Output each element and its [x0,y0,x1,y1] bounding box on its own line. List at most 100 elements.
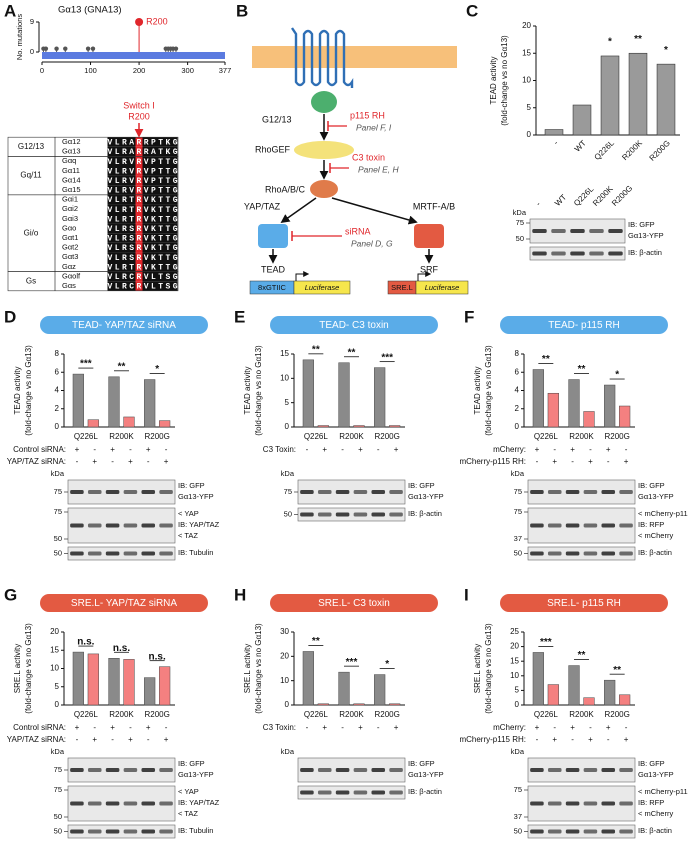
condition-sign: + [570,723,575,732]
condition-sign: - [607,735,610,744]
blot-band [570,229,585,233]
condition-sign: + [128,457,133,466]
blot-band [389,490,403,494]
blot-band [123,490,138,494]
residue-cell [107,194,115,205]
blot-band [371,790,386,795]
group-label: G12/13 [18,142,45,151]
residue-cell [114,233,122,243]
y-tick-label: 5 [55,682,60,691]
y-tick-label: 0 [55,700,60,709]
bar [583,411,595,428]
y-tick-label: 0 [285,700,290,709]
residue-cell [107,242,115,253]
blot-band [105,551,120,556]
mrtf-label: MRTF-A/B [413,201,455,211]
condition-sign: + [164,457,169,466]
blot-band [105,768,120,772]
residue-cell [163,204,171,214]
bar [87,653,99,706]
blot-label: < mCherry [638,531,673,540]
residue-cell [128,137,136,147]
blot-band [608,229,623,233]
residue-cell [142,252,150,262]
blot-band [565,523,580,528]
inhibitor-label: C3 toxin [352,152,385,162]
residue-cell [156,223,164,234]
x-tick-label: - [552,138,560,146]
blot-band [335,768,350,772]
residue-cell [142,146,150,157]
y-tick-label: 10 [50,664,59,673]
residue-cell [135,166,143,176]
residue-cell [163,194,171,205]
blot-band [70,768,84,772]
blot-label: IB: β-actin [638,548,672,557]
condition-sign: - [341,723,344,732]
residue-cell [128,204,136,214]
residue-cell [170,194,178,205]
blot-band [619,551,633,556]
condition-sign: - [625,445,628,454]
residue-cell [114,242,122,253]
condition-sign: - [165,445,168,454]
condition-sign: - [625,723,628,732]
blot-strip [297,785,406,800]
y-tick-label: 15 [510,656,519,665]
bar [159,420,171,428]
residue-cell [156,214,164,224]
significance: n.s. [77,637,94,648]
bar [72,373,84,428]
blot-band [300,490,314,494]
significance: ** [613,665,621,676]
blot-band [565,551,580,556]
bar [628,52,648,136]
residue-cell [135,281,143,291]
protein-domain [42,52,225,59]
blot-band [300,790,314,795]
residue-cell [163,271,171,282]
residue-cell [121,252,129,262]
bar [572,104,592,136]
protein-name: Gαi2 [62,204,78,213]
y-tick-label: 0 [30,47,34,56]
residue-cell [170,146,178,157]
residue-cell [121,204,129,214]
x-tick-label: Q226L [304,432,329,441]
residue-cell [128,281,136,291]
blot-strip [67,479,176,505]
residue-cell [156,137,164,147]
condition-sign: + [110,445,115,454]
blot-strip [527,785,636,822]
significance: ** [348,347,356,358]
x-tick-label: R200G [604,432,629,441]
bar [656,63,676,136]
panel-letter: A [4,1,16,20]
x-tick-label: R200K [569,710,594,719]
protein-name: Gα15 [62,185,81,194]
condition-label: Control siRNA: [13,445,66,454]
panel-title: SRE.L- C3 toxin [318,598,390,609]
blot-label: Gα13-YFP [628,231,664,240]
y-label: TEAD activity [473,366,482,414]
significance: *** [80,359,92,370]
kda-marker: 75 [284,487,292,496]
y-tick-label: 10 [510,671,519,680]
blot-band [123,551,138,556]
lane-label: R200G [610,184,634,208]
kda-marker: 50 [516,234,524,243]
kda-marker: 75 [514,507,522,516]
residue-cell [170,223,178,234]
blot-band [300,768,314,772]
bar [389,703,401,706]
y-tick-label: 5 [285,398,290,407]
blot-band [389,790,403,795]
kda-marker: 50 [284,509,292,518]
rhogef [294,141,354,159]
lollipop-head [54,46,59,51]
residue-cell [156,233,164,243]
mrtf-box [414,224,444,248]
y-tick-label: 9 [30,17,34,26]
condition-sign: - [377,445,380,454]
y-tick-label: 15 [50,645,59,654]
